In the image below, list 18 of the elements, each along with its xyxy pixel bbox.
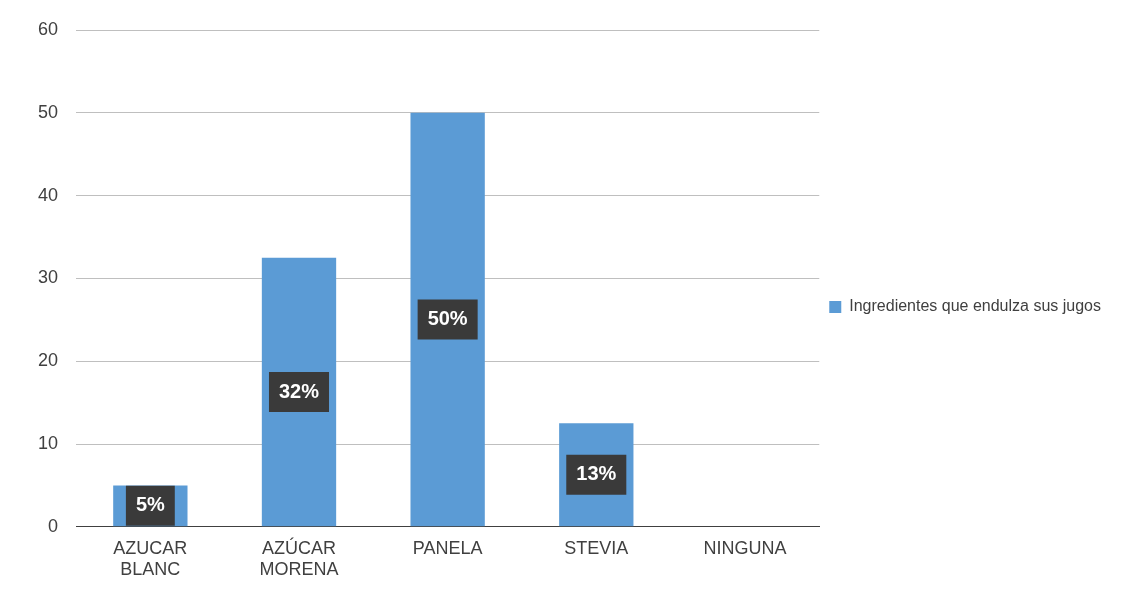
x-tick-label: NINGUNA [703, 537, 787, 558]
y-tick-label: 0 [48, 515, 59, 536]
x-tick-label: PANELA [412, 537, 483, 558]
data-label: 50% [427, 307, 468, 330]
y-tick-label: 20 [37, 350, 59, 371]
bar [410, 112, 485, 527]
y-tick-label: 40 [37, 184, 59, 205]
x-tick-label: STEVIA [564, 537, 629, 558]
y-tick-label: 60 [37, 18, 59, 39]
x-tick-label: AZÚCAR MORENA [259, 536, 339, 580]
data-label: 13% [576, 462, 617, 485]
legend-label: Ingredientes que endulza sus jugos [849, 297, 1101, 315]
y-tick-label: 50 [37, 101, 59, 122]
y-tick-label: 10 [37, 432, 59, 453]
y-tick-label: 30 [37, 267, 59, 288]
x-tick-label: AZUCAR BLANC [113, 537, 188, 580]
data-label: 32% [278, 379, 320, 402]
data-label: 5% [135, 493, 166, 516]
